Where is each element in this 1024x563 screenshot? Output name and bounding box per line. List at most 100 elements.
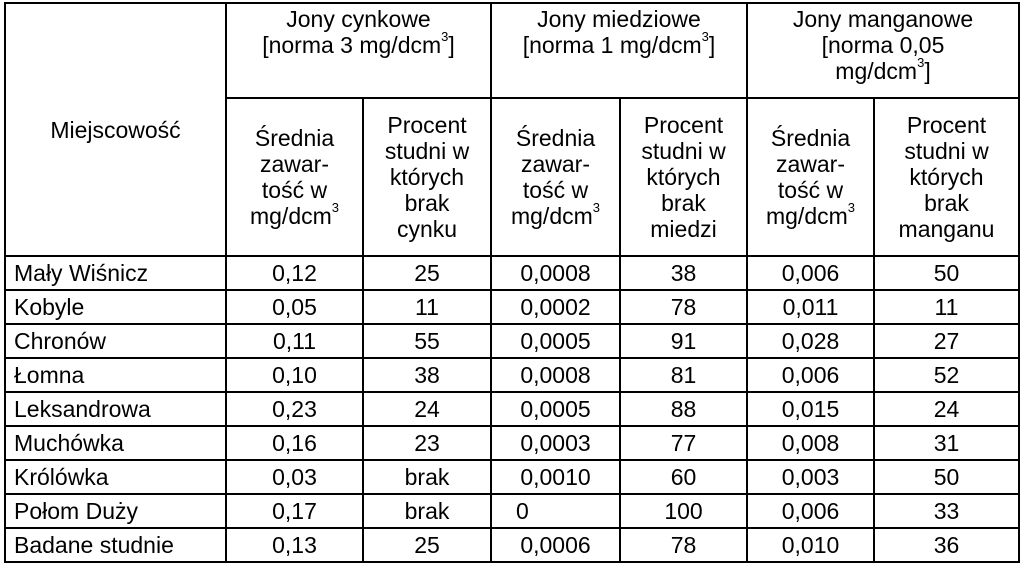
superscript: 3 [847, 200, 856, 216]
header-line-text: cynku [396, 216, 458, 242]
row-label-cell: Badane studnie [4, 527, 227, 563]
table-cell: 0,10 [225, 357, 364, 393]
header-line: Średnia [748, 125, 873, 151]
table-cell: 33 [873, 493, 1020, 529]
header-line: brak [875, 190, 1018, 216]
table-cell: 0,0006 [490, 527, 621, 563]
header-line-text: mg/dcm [510, 203, 593, 229]
superscript: 3 [441, 29, 449, 45]
table-cell: 0,13 [225, 527, 364, 563]
row-label-cell: Muchówka [4, 425, 227, 461]
header-line-text: tość w [522, 177, 589, 203]
table-row: Połom Duży 0,17 brak 0 100 0,006 33 [4, 493, 1020, 529]
table-cell: 0,12 [225, 255, 364, 291]
table-cell: 36 [873, 527, 1020, 563]
header-line-suffix: ] [924, 58, 931, 84]
table-cell: 0,0008 [490, 357, 621, 393]
table-cell: brak [362, 493, 492, 529]
table-cell: 0,015 [746, 391, 875, 427]
table-cell: 0 [490, 493, 621, 529]
table-cell: 0,006 [746, 255, 875, 291]
table-cell: 24 [362, 391, 492, 427]
header-line-text: mg/dcm [249, 203, 332, 229]
header-line: Jony cynkowe [227, 6, 490, 32]
header-line: miedzi [621, 216, 746, 242]
header-line: Procent [364, 112, 490, 138]
table-cell: 0,008 [746, 425, 875, 461]
table-cell: 81 [619, 357, 748, 393]
table-cell: 100 [619, 493, 748, 529]
header-line-text: Średnia [515, 125, 596, 151]
header-line: zawar- [492, 151, 619, 177]
header-line: mg/dcm3] [748, 56, 1018, 84]
table-cell: 23 [362, 425, 492, 461]
superscript: 3 [331, 200, 340, 216]
table-cell: 11 [362, 289, 492, 325]
row-label-cell: Łomna [4, 357, 227, 393]
table-cell: 0,0005 [490, 391, 621, 427]
header-line-text: Jony manganowe [792, 6, 974, 32]
header-line: tość w [748, 177, 873, 203]
header-line-text: Jony miedziowe [537, 6, 701, 32]
header-line-text: studni w [641, 138, 726, 164]
table-row: Leksandrowa 0,23 24 0,0005 88 0,015 24 [4, 391, 1020, 427]
row-label-cell: Kobyle [4, 289, 227, 325]
header-line: brak [364, 190, 490, 216]
data-table: Miejscowość Jony cynkowe [norma 3 mg/dcm3… [4, 2, 1020, 563]
header-line: zawar- [227, 151, 362, 177]
header-line-text: zawar- [775, 151, 845, 177]
header-line-text: Procent [387, 112, 467, 138]
header-line-text: Średnia [770, 125, 851, 151]
header-line-text: studni w [384, 138, 470, 164]
table-cell: 0,0002 [490, 289, 621, 325]
subheader-zinc-average: Średnia zawar-tość w mg/dcm3 [225, 97, 364, 257]
header-line: manganu [875, 216, 1018, 242]
table-cell: brak [362, 459, 492, 495]
header-line: studni w [621, 138, 746, 164]
table-cell: 78 [619, 289, 748, 325]
header-line-text: mg/dcm [765, 203, 848, 229]
table-cell: 52 [873, 357, 1020, 393]
table-cell: 25 [362, 527, 492, 563]
table-cell: 0,0005 [490, 323, 621, 359]
header-line: których [364, 164, 490, 190]
superscript: 3 [701, 29, 709, 45]
table-cell: 0,17 [225, 493, 364, 529]
table-cell: 0,23 [225, 391, 364, 427]
table-row: Mały Wiśnicz 0,12 25 0,0008 38 0,006 50 [4, 255, 1020, 291]
header-line: których [621, 164, 746, 190]
header-line-text: studni w [904, 138, 989, 164]
table-cell: 11 [873, 289, 1020, 325]
subheader-copper-percent: Procent studni w których brak miedzi [619, 97, 748, 257]
header-line-text: brak [661, 190, 706, 216]
header-line: Jony miedziowe [492, 6, 746, 32]
header-line-text: Procent [906, 112, 987, 138]
table-row: Badane studnie 0,13 25 0,0006 78 0,010 36 [4, 527, 1020, 563]
header-line: [norma 1 mg/dcm3] [492, 29, 746, 58]
table-cell: 0,0008 [490, 255, 621, 291]
row-label-cell: Chronów [4, 323, 227, 359]
table-cell: 0,0010 [490, 459, 621, 495]
header-line-text: brak [404, 190, 450, 216]
header-group-manganese: Jony manganowe [norma 0,05 mg/dcm3] [746, 2, 1020, 99]
header-line-text: miedzi [650, 216, 717, 242]
table-cell: 50 [873, 459, 1020, 495]
header-miejscowosc: Miejscowość [4, 2, 227, 257]
header-line-text: tość w [777, 177, 844, 203]
header-group-copper: Jony miedziowe [norma 1 mg/dcm3] [490, 2, 748, 99]
header-line-suffix: ] [448, 32, 455, 58]
header-line-text: [norma 3 mg/dcm [262, 32, 442, 58]
table-row: Kobyle 0,05 11 0,0002 78 0,011 11 [4, 289, 1020, 325]
header-line-text: zawar- [259, 151, 329, 177]
table-cell: 78 [619, 527, 748, 563]
table-cell: 25 [362, 255, 492, 291]
table-cell: 0,006 [746, 493, 875, 529]
table-cell: 0,028 [746, 323, 875, 359]
table-cell: 0,003 [746, 459, 875, 495]
header-line: Średnia [492, 125, 619, 151]
table-cell: 55 [362, 323, 492, 359]
header-line-text: Jony cynkowe [286, 6, 431, 32]
header-line: tość w [492, 177, 619, 203]
subheader-copper-average: Średnia zawar-tość w mg/dcm3 [490, 97, 621, 257]
header-line-text: manganu [898, 216, 995, 242]
